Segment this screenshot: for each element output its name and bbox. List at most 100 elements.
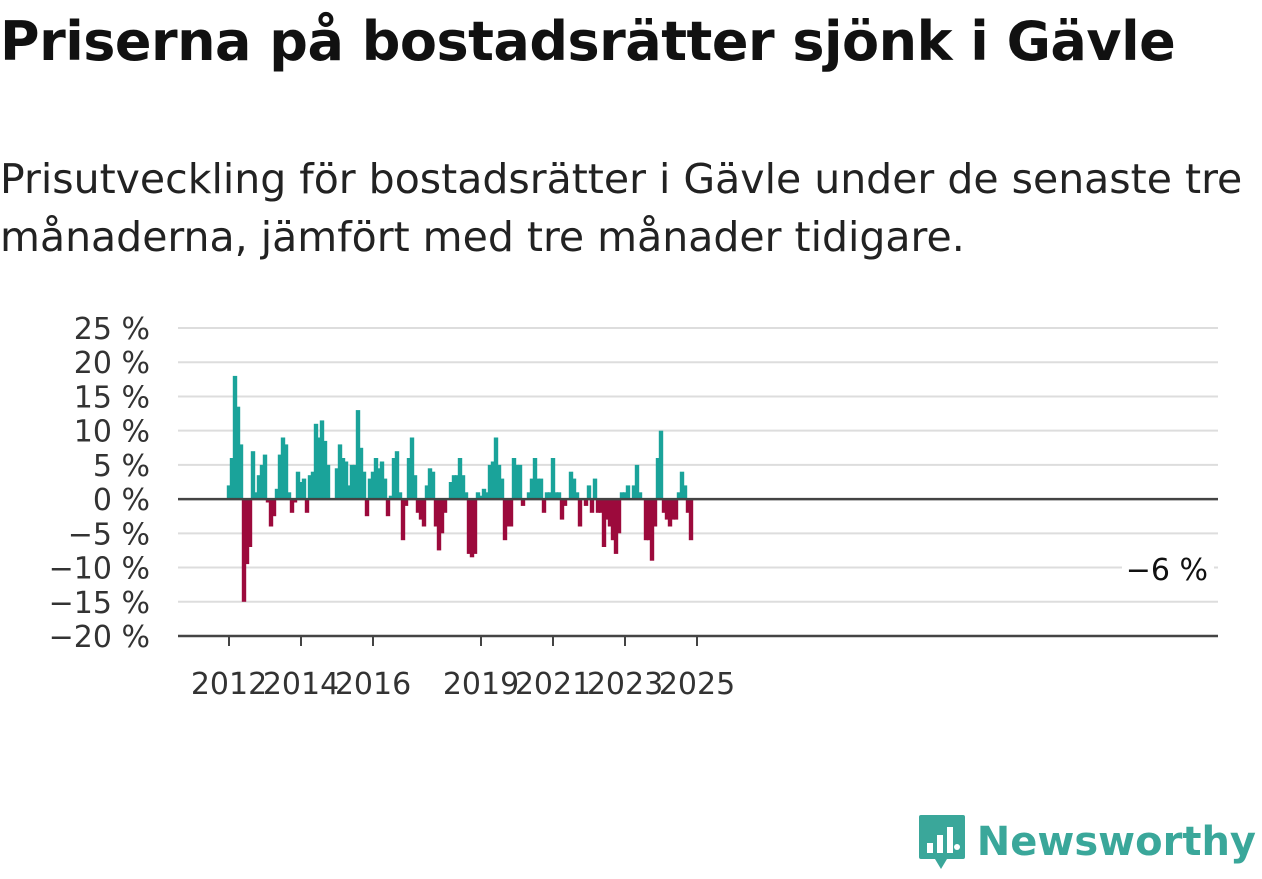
bar-layer	[226, 375, 694, 602]
bar	[394, 451, 400, 500]
bar	[427, 468, 433, 500]
bar	[259, 464, 265, 500]
bar	[634, 464, 640, 500]
bar	[562, 499, 568, 506]
bar	[451, 475, 457, 500]
bar	[457, 458, 463, 500]
bar	[229, 458, 235, 500]
page-subtitle: Prisutveckling för bostadsrätter i Gävle…	[0, 155, 1243, 261]
bar	[499, 478, 505, 500]
bar	[262, 454, 268, 500]
bar	[295, 471, 301, 500]
y-tick-label: 15 %	[74, 380, 150, 415]
bar	[577, 499, 583, 527]
x-tick-label: 2023	[587, 667, 663, 702]
bar	[466, 499, 472, 554]
bar	[604, 499, 610, 520]
bar	[655, 458, 661, 500]
bar	[322, 440, 328, 500]
bar	[337, 444, 343, 500]
bar	[343, 461, 349, 500]
bar	[232, 375, 238, 500]
bar	[355, 410, 361, 500]
bar	[247, 499, 253, 547]
bar	[373, 458, 379, 500]
bar	[568, 471, 574, 500]
bar	[544, 492, 550, 500]
bar	[352, 464, 358, 500]
bar	[307, 475, 313, 500]
bar	[349, 464, 355, 500]
bar	[238, 444, 244, 500]
bar	[400, 499, 406, 541]
bar	[454, 475, 460, 500]
x-tick-label: 2014	[263, 667, 339, 702]
bar	[559, 499, 565, 520]
bar	[535, 478, 541, 500]
bar	[235, 406, 241, 500]
bar	[664, 499, 670, 520]
x-tick-label: 2012	[191, 667, 267, 702]
bar	[595, 499, 601, 513]
bar	[226, 485, 232, 500]
bar	[271, 499, 277, 517]
bar	[298, 482, 304, 500]
bar	[250, 451, 256, 500]
y-tick-label: 0 %	[93, 483, 150, 518]
x-tick-label: 2021	[515, 667, 591, 702]
bar	[421, 499, 427, 527]
bar	[529, 478, 535, 500]
bar	[616, 499, 622, 534]
bar	[682, 485, 688, 500]
page-title: Priserna på bostadsrätter sjönk i Gävle	[0, 10, 1176, 73]
bar	[424, 485, 430, 500]
end-value-label: −6 %	[1126, 553, 1208, 588]
bar	[439, 499, 445, 534]
bar	[436, 499, 442, 551]
bar	[325, 464, 331, 500]
bar	[286, 492, 292, 500]
bar	[541, 499, 547, 513]
bar	[592, 478, 598, 500]
bar	[379, 461, 385, 500]
bar	[289, 499, 295, 513]
bar	[376, 468, 382, 500]
y-tick-label: −20 %	[49, 620, 150, 655]
x-tick-label: 2019	[443, 667, 519, 702]
bar	[610, 499, 616, 541]
bar	[403, 499, 409, 506]
bar	[397, 492, 403, 500]
bar	[550, 458, 556, 500]
bar	[526, 492, 532, 500]
bar	[433, 499, 439, 527]
bar	[280, 437, 286, 500]
y-tick-label: −5 %	[68, 517, 150, 552]
brand-name: Newsworthy	[976, 819, 1256, 865]
bar	[319, 420, 325, 500]
grid-layer	[178, 327, 1218, 603]
y-tick-label: −10 %	[49, 552, 150, 587]
bar	[472, 499, 478, 554]
bar	[334, 468, 340, 500]
bar	[514, 464, 520, 500]
bar	[613, 499, 619, 554]
y-tick-label: −15 %	[49, 586, 150, 621]
bar	[547, 492, 553, 500]
bar	[478, 495, 484, 500]
y-tick-label: 5 %	[93, 449, 150, 484]
bar	[670, 499, 676, 520]
bar	[571, 478, 577, 500]
bar	[304, 499, 310, 513]
bar	[274, 488, 280, 500]
bar	[265, 499, 271, 503]
bar	[637, 492, 643, 500]
bar	[685, 499, 691, 513]
bar	[586, 485, 592, 500]
bar	[346, 485, 352, 500]
bar	[358, 447, 364, 500]
bar	[505, 499, 511, 527]
bar	[607, 499, 613, 527]
bar	[625, 485, 631, 500]
bar	[340, 458, 346, 500]
bar	[430, 471, 436, 500]
